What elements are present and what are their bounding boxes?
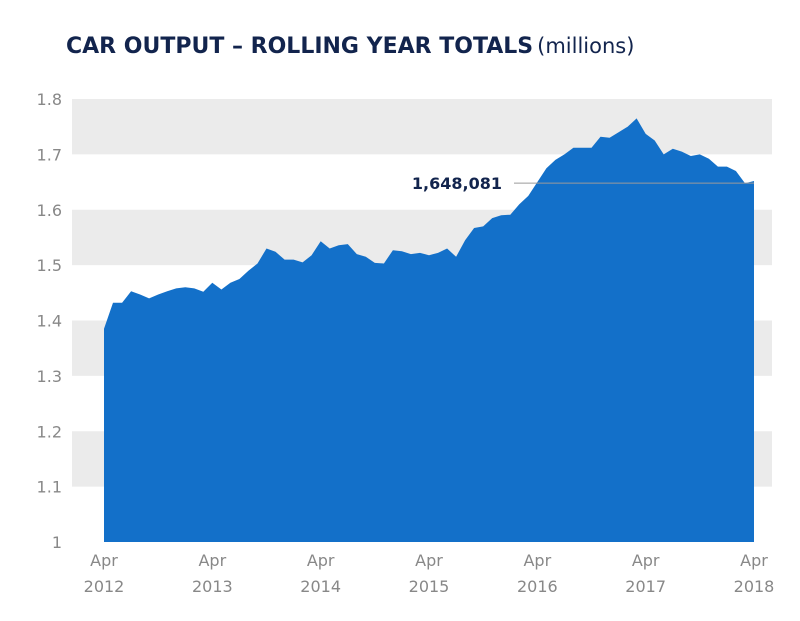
y-tick-label: 1.7 — [37, 145, 62, 164]
x-axis-ticks: Apr 2012 Apr 2013 Apr 2014 Apr 2015 Apr 2016 Apr 20… — [84, 551, 775, 596]
x-tick-month: Apr — [90, 551, 118, 570]
chart-subtitle: (millions) — [537, 34, 635, 58]
x-tick-month: Apr — [632, 551, 660, 570]
y-tick-label: 1.8 — [37, 90, 62, 109]
x-tick-month: Apr — [415, 551, 443, 570]
y-tick-label: 1.4 — [37, 312, 62, 331]
x-tick-year: 2016 — [517, 577, 558, 596]
grid-band — [72, 99, 772, 155]
chart-title: CAR OUTPUT – ROLLING YEAR TOTALS (million… — [66, 34, 634, 59]
series-area — [104, 118, 754, 543]
y-tick-label: 1 — [52, 533, 62, 552]
y-tick-label: 1.5 — [37, 256, 62, 275]
x-tick-year: 2018 — [734, 577, 775, 596]
y-tick-label: 1.6 — [37, 201, 62, 220]
annotation-label: 1,648,081 — [412, 174, 502, 193]
y-tick-label: 1.2 — [37, 422, 62, 441]
chart-title-main: CAR OUTPUT – ROLLING YEAR TOTALS — [66, 34, 534, 59]
x-tick-month: Apr — [307, 551, 335, 570]
y-axis-ticks: 1 1.1 1.2 1.3 1.4 1.5 1.6 1.7 1.8 — [37, 90, 62, 552]
annotation: 1,648,081 — [412, 174, 754, 193]
x-tick-month: Apr — [523, 551, 551, 570]
x-tick-year: 2017 — [625, 577, 666, 596]
y-tick-label: 1.3 — [37, 367, 62, 386]
x-tick-year: 2015 — [409, 577, 450, 596]
x-tick-year: 2014 — [300, 577, 341, 596]
y-tick-label: 1.1 — [37, 478, 62, 497]
x-tick-year: 2013 — [192, 577, 233, 596]
x-tick-month: Apr — [198, 551, 226, 570]
x-tick-month: Apr — [740, 551, 768, 570]
x-tick-year: 2012 — [84, 577, 125, 596]
